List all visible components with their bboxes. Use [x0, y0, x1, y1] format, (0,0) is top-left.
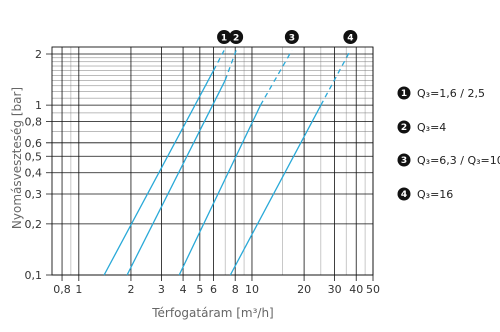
legend-3-label: Q₃=6,3 / Q₃=10: [417, 154, 500, 167]
series-3-marker-label: 3: [289, 33, 295, 43]
series-1-dashed-line: [212, 50, 225, 71]
series-3-marker: [284, 30, 299, 44]
x-axis-title: Térfogatáram [m³/h]: [151, 306, 274, 320]
y-tick-label: 0,5: [25, 150, 43, 163]
series-4-solid-line: [229, 104, 322, 276]
x-tick-label: 30: [328, 283, 342, 296]
y-tick-label: 0,3: [25, 188, 43, 201]
y-tick-label: 2: [35, 48, 42, 61]
legend-3-marker-label: 3: [401, 156, 407, 166]
series-4-marker: [343, 30, 358, 44]
x-tick-label: 3: [158, 283, 165, 296]
legend-1-marker: [397, 86, 411, 100]
series-2-marker-label: 2: [233, 33, 239, 43]
y-axis-title: Nyomásveszteség [bar]: [10, 87, 24, 229]
legend-1-label: Q₃=1,6 / 2,5: [417, 87, 485, 100]
legend-4-marker-label: 4: [401, 190, 407, 200]
y-tick-label: 0,8: [25, 116, 43, 129]
legend-2-label: Q₃=4: [417, 121, 446, 134]
x-tick-label: 8: [232, 283, 239, 296]
x-tick-label: 2: [127, 283, 134, 296]
series-1-marker: [217, 30, 232, 44]
x-tick-label: 10: [245, 283, 259, 296]
y-tick-label: 0,4: [25, 167, 43, 180]
series-2-marker: [229, 30, 244, 44]
y-tick-label: 1: [35, 99, 42, 112]
series-1-marker-label: 1: [221, 33, 227, 43]
x-tick-label: 6: [210, 283, 217, 296]
series-2-dashed-line: [224, 50, 237, 81]
x-tick-label: 1: [75, 283, 82, 296]
x-tick-label: 20: [297, 283, 311, 296]
legend-2-marker: [397, 120, 411, 134]
x-tick-label: 0,8: [53, 283, 71, 296]
legend-1-marker-label: 1: [401, 89, 407, 99]
legend-2-marker-label: 2: [401, 123, 407, 133]
legend-4-marker: [397, 187, 411, 201]
series-1-solid-line: [103, 70, 215, 276]
x-tick-label: 5: [196, 283, 203, 296]
series-4-dashed-line: [320, 50, 351, 106]
series-4-marker-label: 4: [347, 33, 353, 43]
x-tick-label: 50: [366, 283, 380, 296]
y-tick-label: 0,2: [25, 218, 43, 231]
y-tick-label: 0,1: [25, 269, 43, 282]
y-tick-label: 0,6: [25, 137, 43, 150]
legend-4-label: Q₃=16: [417, 188, 453, 201]
x-tick-label: 4: [180, 283, 187, 296]
plot-frame: [51, 46, 374, 276]
series-2-solid-line: [126, 80, 226, 276]
x-tick-label: 40: [349, 283, 363, 296]
series-3-solid-line: [178, 104, 262, 276]
legend-3-marker: [397, 153, 411, 167]
series-3-dashed-line: [259, 50, 293, 106]
